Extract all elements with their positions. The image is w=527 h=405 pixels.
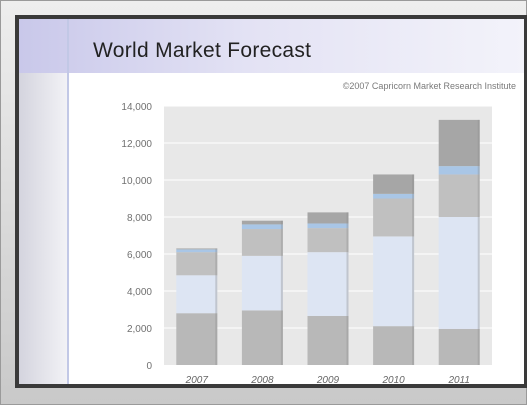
bar-segment — [176, 249, 218, 253]
x-tick-label: 2011 — [447, 375, 470, 384]
chart-panel: World Market Forecast ©2007 Capricorn Ma… — [15, 15, 527, 388]
bar-segment — [307, 252, 349, 316]
y-tick-label: 2,000 — [127, 324, 152, 335]
bar-segment — [438, 166, 480, 175]
y-tick-label: 0 — [146, 361, 152, 372]
bar-edge-shade — [412, 174, 415, 365]
bar-edge-shade — [346, 212, 349, 365]
bar-segment — [307, 228, 349, 253]
bar-segment — [373, 326, 415, 365]
bar-segment — [241, 310, 283, 365]
bar-segment — [373, 174, 415, 194]
bar-segment — [373, 236, 415, 327]
bar-segment — [373, 198, 415, 237]
bar-segment — [176, 248, 218, 250]
bar-segment — [438, 328, 480, 365]
bar-segment — [176, 313, 218, 365]
bar-segment — [241, 224, 283, 230]
y-tick-label: 10,000 — [121, 176, 152, 187]
bar-segment — [241, 229, 283, 256]
y-tick-label: 12,000 — [121, 139, 152, 150]
bar-segment — [438, 174, 480, 217]
chart-title: World Market Forecast — [93, 39, 312, 62]
bar-edge-shade — [215, 248, 218, 365]
bar-segment — [176, 275, 218, 314]
chart-subtitle: ©2007 Capricorn Market Research Institut… — [342, 81, 516, 91]
left-strip — [19, 73, 67, 384]
bar-edge-shade — [477, 119, 480, 365]
bar-segment — [373, 193, 415, 199]
bar-segment — [438, 217, 480, 329]
y-tick-label: 8,000 — [127, 213, 152, 224]
bar-segment — [438, 119, 480, 167]
y-tick-label: 4,000 — [127, 287, 152, 298]
bar-segment — [307, 315, 349, 365]
bar-segment — [241, 255, 283, 311]
x-tick-label: 2010 — [381, 375, 405, 384]
bar-segment — [241, 220, 283, 225]
x-tick-label: 2009 — [316, 375, 340, 384]
chart-svg: 0 2,000 4,000 6,000 8,000 10,000 12,000 14,000 2… — [121, 102, 492, 384]
bar-segment — [307, 223, 349, 229]
bar-edge-shade — [280, 220, 283, 365]
x-tick-label: 2008 — [250, 375, 274, 384]
header-band — [19, 19, 524, 73]
x-tick-label: 2007 — [185, 375, 209, 384]
bar-segment — [176, 252, 218, 276]
y-tick-label: 6,000 — [127, 250, 152, 261]
y-tick-label: 14,000 — [121, 102, 152, 113]
bar-segment — [307, 212, 349, 224]
strip-rule — [67, 19, 69, 384]
